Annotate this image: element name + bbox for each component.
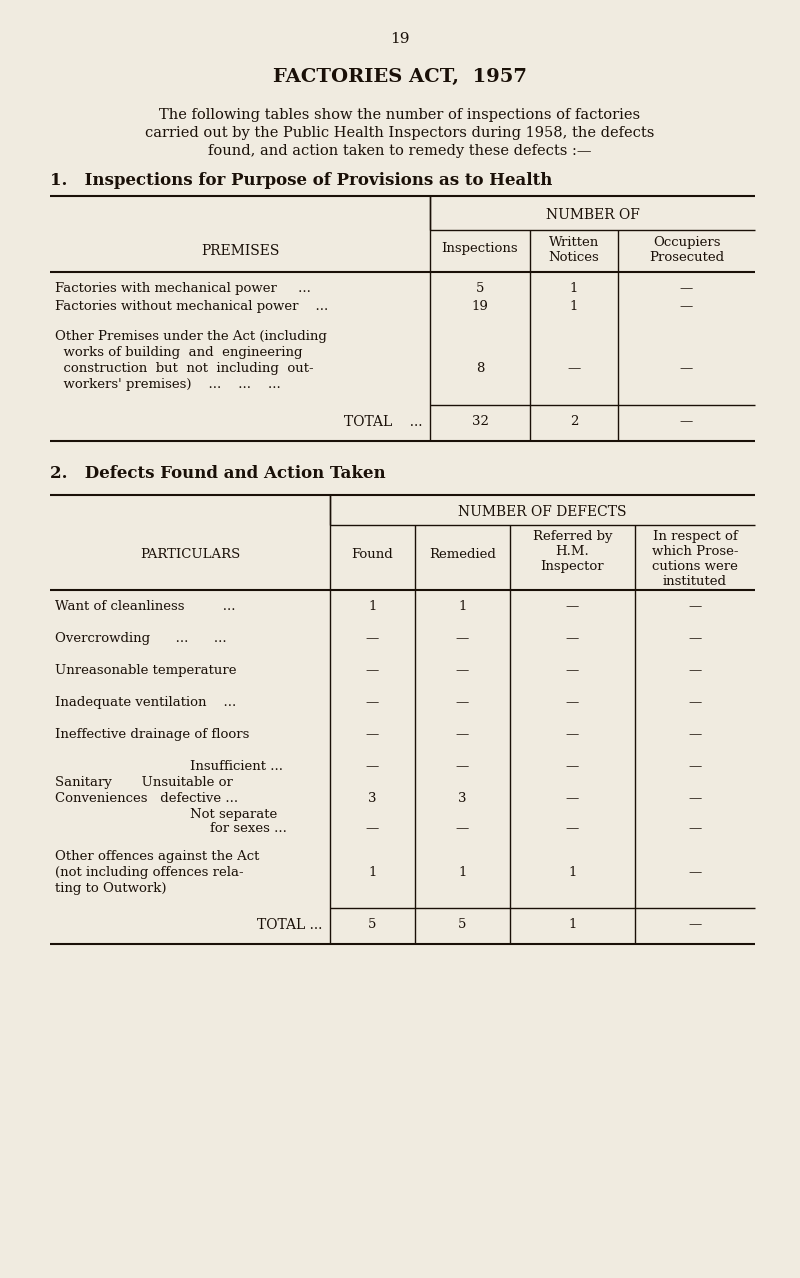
Text: carried out by the Public Health Inspectors during 1958, the defects: carried out by the Public Health Inspect… [146, 127, 654, 141]
Text: 2: 2 [570, 415, 578, 428]
Text: 3: 3 [458, 792, 466, 805]
Text: —: — [456, 665, 469, 677]
Text: 1: 1 [568, 866, 577, 879]
Text: —: — [680, 282, 693, 295]
Text: —: — [366, 822, 379, 835]
Text: Written
Notices: Written Notices [549, 236, 599, 265]
Text: 1: 1 [570, 300, 578, 313]
Text: 1: 1 [458, 599, 466, 613]
Text: FACTORIES ACT,  1957: FACTORIES ACT, 1957 [273, 68, 527, 86]
Text: found, and action taken to remedy these defects :—: found, and action taken to remedy these … [208, 144, 592, 158]
Text: —: — [366, 665, 379, 677]
Text: 5: 5 [368, 918, 377, 930]
Text: NUMBER OF: NUMBER OF [546, 208, 639, 222]
Text: TOTAL    ...: TOTAL ... [343, 415, 422, 429]
Text: —: — [688, 822, 702, 835]
Text: —: — [456, 822, 469, 835]
Text: —: — [566, 697, 579, 709]
Text: —: — [456, 728, 469, 741]
Text: —: — [680, 300, 693, 313]
Text: —: — [366, 633, 379, 645]
Text: —: — [566, 728, 579, 741]
Text: 32: 32 [471, 415, 489, 428]
Text: —: — [566, 822, 579, 835]
Text: NUMBER OF DEFECTS: NUMBER OF DEFECTS [458, 505, 626, 519]
Text: —: — [688, 866, 702, 879]
Text: —: — [566, 599, 579, 613]
Text: 1: 1 [368, 599, 377, 613]
Text: works of building  and  engineering: works of building and engineering [55, 346, 302, 359]
Text: —: — [680, 362, 693, 374]
Text: —: — [688, 633, 702, 645]
Text: Factories without mechanical power    ...: Factories without mechanical power ... [55, 300, 328, 313]
Text: Conveniences   defective ...: Conveniences defective ... [55, 792, 238, 805]
Text: 1: 1 [568, 918, 577, 930]
Text: Other Premises under the Act (including: Other Premises under the Act (including [55, 330, 327, 343]
Text: 1: 1 [458, 866, 466, 879]
Text: Other offences against the Act: Other offences against the Act [55, 850, 259, 863]
Text: Want of cleanliness         ...: Want of cleanliness ... [55, 599, 235, 613]
Text: 1: 1 [368, 866, 377, 879]
Text: Unreasonable temperature: Unreasonable temperature [55, 665, 237, 677]
Text: 2.   Defects Found and Action Taken: 2. Defects Found and Action Taken [50, 465, 386, 482]
Text: —: — [366, 760, 379, 773]
Text: 8: 8 [476, 362, 484, 374]
Text: TOTAL ...: TOTAL ... [257, 918, 322, 932]
Text: Sanitary       Unsuitable or: Sanitary Unsuitable or [55, 776, 233, 789]
Text: (not including offences rela-: (not including offences rela- [55, 866, 244, 879]
Text: for sexes ...: for sexes ... [210, 822, 287, 835]
Text: —: — [688, 792, 702, 805]
Text: —: — [688, 599, 702, 613]
Text: —: — [688, 760, 702, 773]
Text: —: — [566, 665, 579, 677]
Text: —: — [456, 697, 469, 709]
Text: —: — [456, 760, 469, 773]
Text: construction  but  not  including  out-: construction but not including out- [55, 362, 314, 374]
Text: The following tables show the number of inspections of factories: The following tables show the number of … [159, 109, 641, 121]
Text: —: — [456, 633, 469, 645]
Text: Insufficient ...: Insufficient ... [190, 760, 283, 773]
Text: —: — [366, 697, 379, 709]
Text: Overcrowding      ...      ...: Overcrowding ... ... [55, 633, 226, 645]
Text: —: — [688, 918, 702, 930]
Text: —: — [566, 760, 579, 773]
Text: 3: 3 [368, 792, 377, 805]
Text: 19: 19 [471, 300, 489, 313]
Text: 5: 5 [458, 918, 466, 930]
Text: Not separate: Not separate [190, 808, 278, 820]
Text: workers' premises)    ...    ...    ...: workers' premises) ... ... ... [55, 378, 281, 391]
Text: Ineffective drainage of floors: Ineffective drainage of floors [55, 728, 250, 741]
Text: 1: 1 [570, 282, 578, 295]
Text: —: — [366, 728, 379, 741]
Text: Remedied: Remedied [429, 548, 496, 561]
Text: ting to Outwork): ting to Outwork) [55, 882, 166, 895]
Text: Inadequate ventilation    ...: Inadequate ventilation ... [55, 697, 236, 709]
Text: 1.   Inspections for Purpose of Provisions as to Health: 1. Inspections for Purpose of Provisions… [50, 173, 552, 189]
Text: 19: 19 [390, 32, 410, 46]
Text: Referred by
H.M.
Inspector: Referred by H.M. Inspector [533, 530, 612, 573]
Text: 5: 5 [476, 282, 484, 295]
Text: Inspections: Inspections [442, 242, 518, 256]
Text: Factories with mechanical power     ...: Factories with mechanical power ... [55, 282, 311, 295]
Text: Occupiers
Prosecuted: Occupiers Prosecuted [649, 236, 724, 265]
Text: PARTICULARS: PARTICULARS [140, 548, 240, 561]
Text: —: — [688, 728, 702, 741]
Text: —: — [566, 792, 579, 805]
Text: PREMISES: PREMISES [201, 244, 279, 258]
Text: In respect of
which Prose-
cutions were
instituted: In respect of which Prose- cutions were … [652, 530, 738, 588]
Text: Found: Found [352, 548, 394, 561]
Text: —: — [566, 633, 579, 645]
Text: —: — [688, 697, 702, 709]
Text: —: — [680, 415, 693, 428]
Text: —: — [688, 665, 702, 677]
Text: —: — [567, 362, 581, 374]
